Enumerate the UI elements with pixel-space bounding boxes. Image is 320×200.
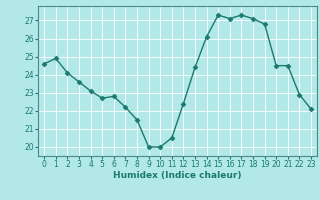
X-axis label: Humidex (Indice chaleur): Humidex (Indice chaleur) xyxy=(113,171,242,180)
